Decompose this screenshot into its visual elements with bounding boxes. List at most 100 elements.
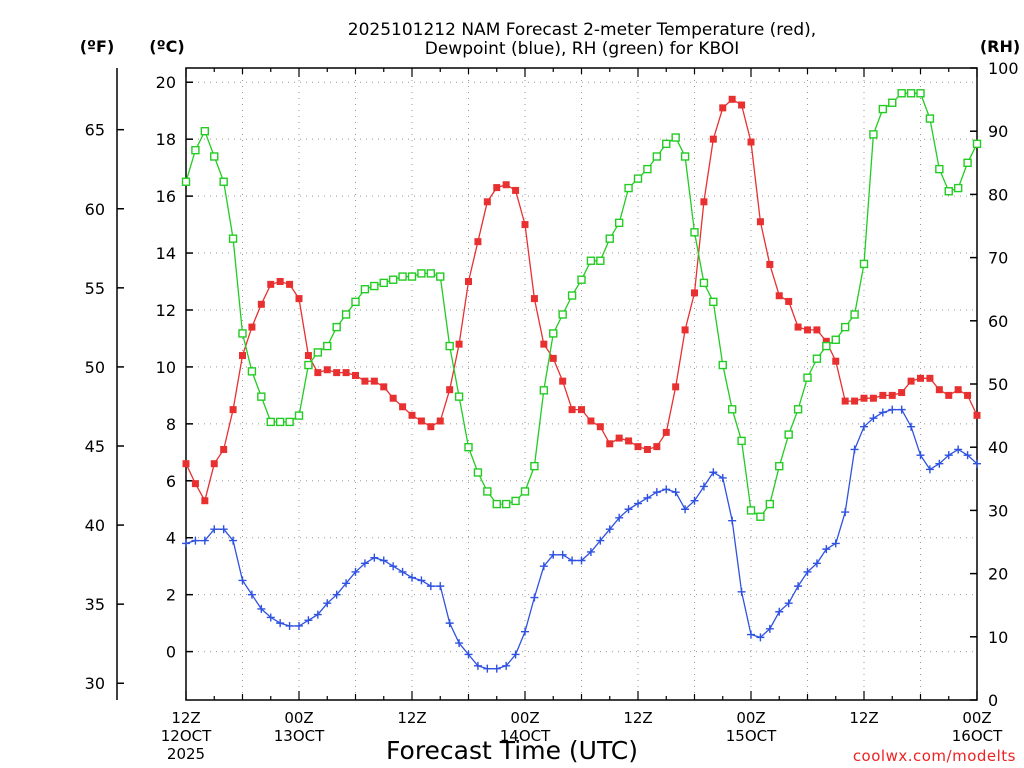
rh-point — [304, 360, 313, 370]
temperature-point — [408, 411, 416, 419]
dewpoint-point — [247, 590, 256, 599]
temperature-point — [220, 445, 228, 453]
rh-point — [313, 348, 323, 357]
temperature-point — [493, 184, 501, 192]
dewpoint-point — [681, 505, 690, 514]
rh-tick-label: 80 — [988, 185, 1008, 204]
temperature-point — [935, 386, 943, 394]
dewpoint-point — [831, 539, 840, 548]
temperature-point — [606, 440, 614, 448]
dewpoint-point — [756, 633, 765, 642]
rh-point — [859, 259, 869, 269]
rh-point — [709, 297, 718, 307]
dewpoint-point — [803, 567, 812, 576]
temperature-point — [239, 352, 246, 360]
celsius-tick-label: 12 — [156, 301, 176, 320]
temperature-point — [766, 260, 774, 268]
series-line-2 — [185, 92, 978, 518]
rh-point — [464, 443, 473, 452]
temperature-point — [182, 460, 190, 468]
rh-point — [850, 310, 859, 319]
dewpoint-point — [417, 576, 426, 585]
dewpoint-point — [257, 604, 266, 613]
dewpoint-point — [944, 451, 953, 460]
temperature-point — [860, 394, 868, 402]
x-tick-label-date: 16OCT — [952, 727, 1003, 745]
temperature-point — [879, 391, 887, 399]
rh-point — [549, 329, 558, 338]
temperature-point — [530, 295, 538, 303]
rh-point — [614, 218, 624, 228]
temperature-point — [568, 406, 576, 414]
rh-point — [247, 367, 257, 376]
rh-point — [662, 139, 671, 149]
rh-tick-label: 50 — [988, 375, 1008, 394]
fahrenheit-tick-label: 40 — [85, 516, 105, 535]
dewpoint-point — [671, 488, 680, 497]
temperature-point — [248, 323, 256, 331]
dewpoint-point — [558, 550, 567, 559]
temperature-point — [691, 289, 698, 297]
axes — [116, 67, 978, 701]
dewpoint-point — [445, 619, 454, 628]
chart-title-line2: Dewpoint (blue), RH (green) for KBOI — [425, 39, 739, 59]
temperature-point — [917, 374, 924, 382]
celsius-tick-label: 8 — [166, 415, 176, 434]
dewpoint-point — [210, 525, 219, 534]
rh-point — [332, 322, 341, 332]
temperature-point — [399, 403, 407, 411]
rh-point — [511, 496, 520, 506]
dewpoint-point — [916, 451, 925, 460]
temperature-point — [869, 394, 877, 402]
x-tick-label-date: 15OCT — [726, 727, 777, 745]
temperature-point — [643, 445, 651, 453]
celsius-tick-label: 20 — [156, 73, 176, 92]
temperature-point — [304, 352, 312, 360]
celsius-tick-label: 2 — [166, 586, 176, 605]
temperature-point — [964, 391, 972, 399]
temperature-point — [841, 397, 849, 405]
dewpoint-point — [822, 545, 831, 554]
rh-point — [426, 269, 436, 278]
dewpoint-point — [728, 516, 737, 525]
rh-point — [228, 234, 238, 243]
rh-point — [266, 417, 275, 427]
x-tick-label-time: 00Z — [962, 709, 991, 727]
rh-point — [906, 89, 916, 98]
fahrenheit-tick-label: 50 — [85, 358, 105, 377]
dewpoint-point — [521, 627, 529, 636]
temperature-point — [201, 497, 209, 505]
rh-point — [577, 275, 586, 284]
rh-point — [200, 126, 210, 136]
temperature-point — [804, 326, 811, 334]
dewpoint-point — [662, 485, 671, 494]
temperature-point — [229, 406, 237, 414]
dewpoint-point — [295, 621, 303, 630]
temperature-point — [653, 443, 661, 451]
fahrenheit-tick-label: 30 — [85, 674, 105, 693]
rh-point — [727, 405, 737, 414]
dewpoint-point — [963, 451, 972, 460]
dewpoint-point — [718, 473, 727, 482]
rh-point — [191, 145, 200, 155]
dewpoint-point — [332, 590, 341, 599]
rh-point — [558, 310, 567, 319]
dewpoint-point — [690, 496, 699, 505]
temperature-point — [587, 417, 595, 425]
dewpoint-point — [389, 562, 398, 571]
tick-marks: 0 2 4 6 8 10 12 14 16 18 20 30 35 40 45 50 55 60 65 0 10 20 30… — [85, 59, 1019, 763]
rh-point — [756, 512, 765, 521]
fahrenheit-tick-label: 65 — [85, 121, 105, 140]
temperature-point — [521, 221, 529, 229]
dewpoint-point — [577, 556, 586, 565]
dewpoint-point — [812, 559, 821, 568]
celsius-tick-label: 14 — [156, 244, 176, 263]
dewpoint-point — [568, 556, 577, 565]
rh-point — [454, 392, 464, 401]
dewpoint-point — [709, 468, 718, 477]
dewpoint-point — [379, 556, 388, 565]
temperature-point — [926, 374, 934, 382]
celsius-tick-label: 10 — [156, 358, 176, 377]
rh-point — [360, 285, 370, 294]
rh-point — [605, 234, 614, 243]
